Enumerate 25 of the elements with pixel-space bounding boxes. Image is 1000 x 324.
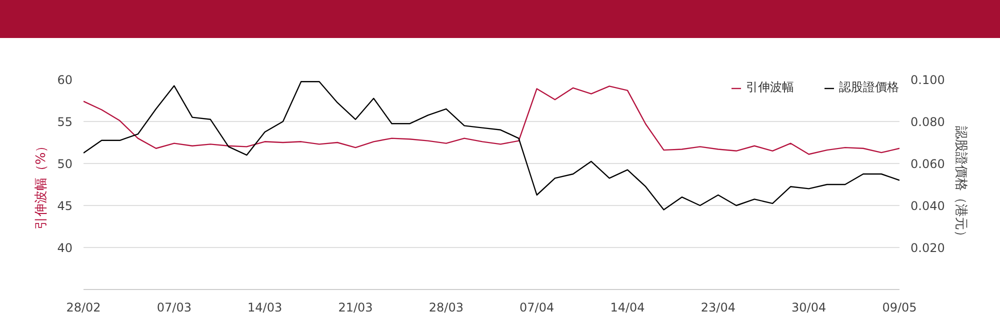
y-tick-label: 45	[57, 199, 73, 213]
legend-label: 認股證價格	[839, 79, 899, 96]
x-tick-label: 21/03	[338, 300, 373, 314]
y-tick-label: 50	[57, 157, 73, 171]
x-tick-label: 14/03	[248, 300, 282, 314]
y2-tick-label: 0.040	[910, 199, 945, 213]
x-tick-label: 28/03	[428, 300, 464, 314]
x-tick-label: 23/04	[700, 300, 736, 314]
x-tick-label: 30/04	[792, 300, 826, 314]
y2-tick-label: 0.080	[910, 115, 945, 129]
x-tick-label: 28/02	[66, 300, 101, 314]
y-tick-label: 40	[57, 241, 73, 255]
y-tick-label: 55	[57, 115, 73, 129]
x-tick-label: 09/05	[882, 300, 917, 314]
line-series	[84, 81, 900, 210]
y2-tick-label: 0.100	[910, 73, 945, 87]
x-tick-label: 14/04	[610, 300, 645, 314]
x-tick-label: 07/03	[156, 300, 192, 314]
y2-axis-title: 認股證價格（港元）	[952, 126, 968, 243]
y-tick-label: 60	[57, 73, 73, 87]
y2-tick-label: 0.020	[910, 241, 945, 255]
legend-label: 引伸波幅	[746, 79, 794, 96]
y-axis-title: 引伸波幅（%）	[34, 139, 50, 230]
x-tick-label: 07/04	[520, 300, 554, 314]
y2-tick-label: 0.060	[910, 157, 945, 171]
